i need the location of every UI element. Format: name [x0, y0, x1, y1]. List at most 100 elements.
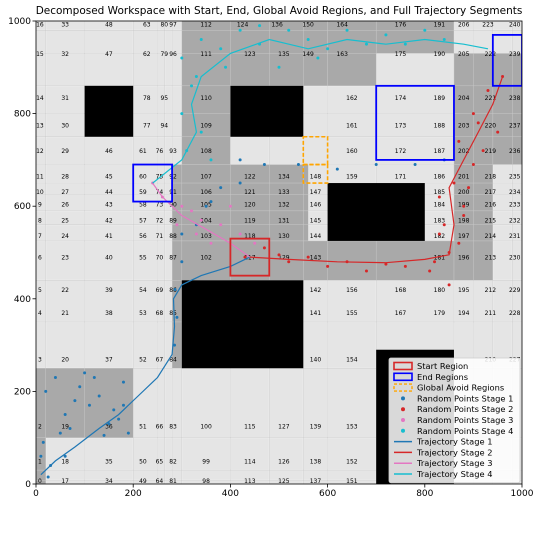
random-point-stage1 — [296, 163, 300, 167]
x-tick-label: 0 — [33, 489, 39, 499]
random-point-stage2 — [437, 232, 441, 236]
cell-index-label: 64 — [156, 478, 164, 485]
cell-index-label: 20 — [61, 356, 69, 363]
random-point-stage1 — [78, 385, 82, 389]
x-tick-label: 600 — [319, 489, 336, 499]
cell-index-label: 164 — [336, 22, 348, 29]
cell-index-label: 145 — [310, 218, 322, 225]
cell-index-label: 147 — [310, 189, 322, 196]
cell-index-label: 113 — [244, 478, 256, 485]
cell-index-label: 214 — [485, 233, 497, 240]
cell-index-label: 66 — [156, 424, 164, 431]
trajectory-stage4 — [152, 38, 489, 184]
cell-index-label: 142 — [310, 287, 322, 294]
legend-label: End Regions — [417, 372, 468, 382]
random-point-stage1 — [83, 371, 87, 375]
cell-index-label: 100 — [200, 424, 212, 431]
random-point-stage2 — [496, 130, 500, 134]
random-point-stage2 — [437, 195, 441, 199]
cell-index-label: 155 — [346, 310, 358, 317]
random-point-stage4 — [199, 38, 203, 42]
cell-index-label: 230 — [509, 255, 521, 262]
random-point-stage2 — [277, 253, 281, 257]
random-point-stage2 — [306, 255, 310, 259]
cell-index-label: 174 — [395, 95, 407, 102]
cell-index-label: 110 — [200, 95, 212, 102]
random-point-stage1 — [41, 440, 45, 444]
cell-index-label: 203 — [458, 123, 470, 130]
random-point-stage2 — [471, 163, 475, 167]
random-point-stage2 — [428, 269, 432, 273]
legend-swatch-rect — [393, 372, 413, 382]
cell-index-label: 204 — [458, 95, 470, 102]
random-point-stage4 — [345, 28, 349, 32]
cell-index-label: 90 — [169, 201, 177, 208]
cell-index-label: 146 — [310, 201, 322, 208]
cell-index-label: 57 — [139, 218, 147, 225]
cell-index-label: 67 — [156, 356, 164, 363]
random-point-stage1 — [219, 186, 223, 190]
cell-index-label: 148 — [310, 174, 322, 181]
legend-box — [388, 357, 521, 484]
cell-index-label: 13 — [36, 123, 44, 130]
random-point-stage3 — [238, 232, 242, 236]
random-point-stage4 — [224, 65, 228, 69]
obstacle-block — [181, 280, 304, 369]
cell-index-label: 138 — [310, 458, 322, 465]
random-point-stage4 — [258, 24, 262, 28]
end-region — [132, 163, 173, 203]
cell-index-label: 217 — [485, 189, 497, 196]
cell-index-label: 159 — [346, 174, 358, 181]
cell-index-label: 237 — [509, 123, 521, 130]
cell-index-label: 133 — [278, 189, 290, 196]
cell-index-label: 186 — [434, 174, 446, 181]
cell-index-label: 65 — [156, 458, 164, 465]
cell-index-label: 107 — [200, 174, 212, 181]
end-region — [375, 84, 455, 161]
avoid-region — [302, 163, 329, 184]
y-tick-label: 200 — [14, 387, 31, 397]
cell-index-label: 37 — [105, 356, 113, 363]
cell-index-label: 55 — [139, 255, 147, 262]
cell-index-label: 191 — [434, 22, 446, 29]
cell-index-label: 10 — [36, 189, 44, 196]
random-point-stage4 — [219, 47, 223, 51]
obstacle-block — [84, 85, 134, 137]
random-point-stage1 — [121, 403, 125, 407]
cell-index-label: 169 — [395, 201, 407, 208]
cell-index-label: 18 — [61, 458, 69, 465]
traversed-cell — [181, 85, 231, 165]
cell-index-label: 179 — [434, 310, 446, 317]
cell-index-label: 234 — [509, 189, 521, 196]
cell-index-label: 121 — [244, 189, 256, 196]
cell-index-label: 232 — [509, 218, 521, 225]
cell-index-label: 91 — [169, 189, 177, 196]
cell-index-label: 205 — [458, 51, 470, 58]
cell-index-label: 117 — [244, 255, 256, 262]
cell-index-label: 160 — [346, 148, 358, 155]
cell-index-label: 61 — [139, 148, 147, 155]
cell-index-label: 185 — [434, 189, 446, 196]
cell-index-label: 200 — [458, 189, 470, 196]
cell-index-label: 198 — [458, 218, 470, 225]
cell-index-label: 187 — [434, 148, 446, 155]
cell-index-label: 5 — [38, 287, 42, 294]
cell-index-label: 92 — [169, 174, 177, 181]
cell-index-label: 26 — [61, 201, 69, 208]
cell-index-label: 11 — [36, 174, 44, 181]
cell-index-label: 32 — [61, 51, 69, 58]
cell-index-label: 108 — [200, 148, 212, 155]
cell-index-label: 9 — [38, 201, 42, 208]
legend-label: Trajectory Stage 2 — [416, 447, 493, 457]
cell-index-label: 168 — [395, 287, 407, 294]
traversed-cell — [453, 53, 522, 165]
random-point-stage1 — [262, 163, 266, 167]
cell-index-label: 184 — [434, 201, 446, 208]
cell-index-label: 111 — [200, 51, 212, 58]
cell-index-label: 212 — [485, 287, 497, 294]
cell-index-label: 157 — [346, 201, 358, 208]
cell-index-label: 94 — [160, 123, 168, 130]
cell-index-label: 40 — [105, 255, 113, 262]
cell-index-label: 81 — [169, 478, 177, 485]
